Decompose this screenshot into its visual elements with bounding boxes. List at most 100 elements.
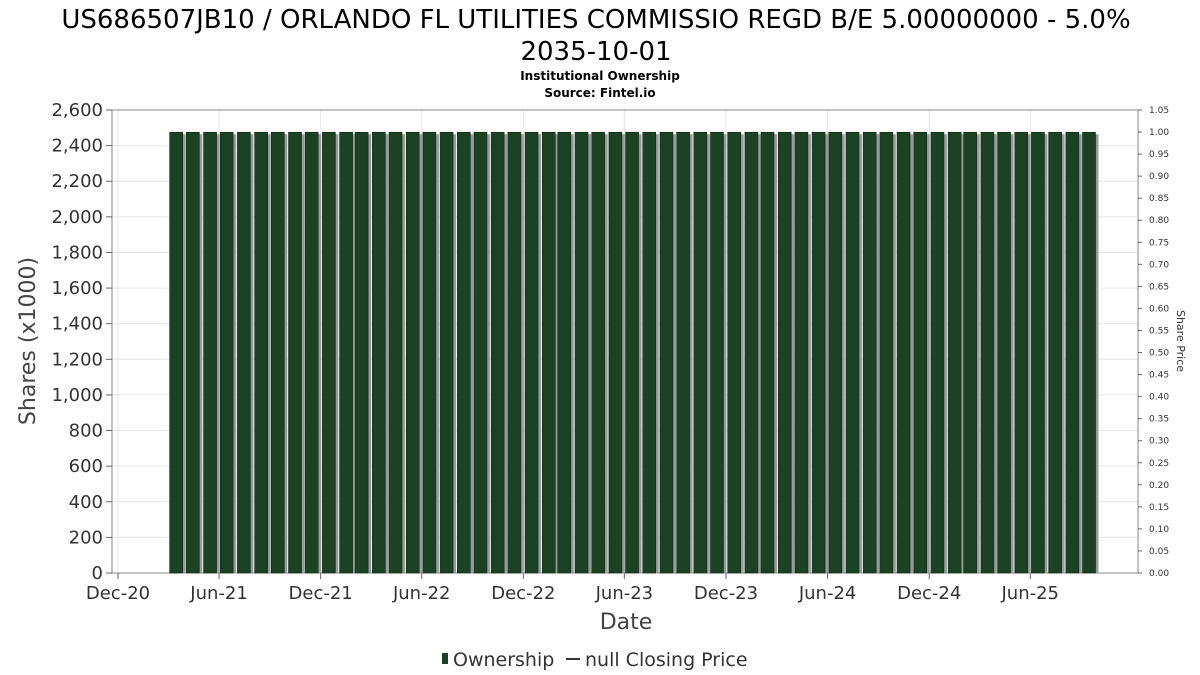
y2-tick-label: 0.95: [1149, 150, 1169, 160]
y-tick-label: 2,600: [51, 100, 103, 121]
ownership-bar: [1031, 131, 1045, 574]
ownership-bar: [354, 131, 369, 574]
x-tick-label: Dec-20: [86, 583, 150, 604]
y-tick-label: 1,200: [51, 349, 103, 370]
ownership-bar: [845, 131, 860, 574]
x-tick-label: Dec-23: [694, 583, 758, 604]
plot-area: [111, 109, 1139, 574]
y-tick-label: 1,600: [51, 278, 103, 299]
ownership-bar: [1014, 131, 1029, 574]
ownership-bar: [203, 131, 217, 574]
ownership-bar: [693, 131, 708, 574]
ownership-bar: [777, 131, 792, 574]
ownership-bar: [507, 131, 522, 574]
ownership-bar: [947, 131, 962, 574]
ownership-bar: [862, 131, 877, 574]
ownership-bar: [439, 131, 454, 574]
x-tick-label: Jun-22: [392, 583, 451, 604]
bars-group: [169, 131, 1099, 574]
x-tick-label: Jun-24: [798, 583, 857, 604]
ownership-bar: [456, 131, 471, 574]
y2-tick-label: 0.35: [1149, 415, 1169, 425]
ownership-bar: [980, 131, 995, 574]
y2-tick-label: 0.90: [1149, 172, 1169, 182]
ownership-bar: [591, 131, 605, 574]
ownership-bar: [1065, 131, 1080, 574]
ownership-bar: [405, 131, 420, 574]
y2-tick-label: 0.50: [1149, 349, 1169, 359]
y2-tick-label: 0.70: [1149, 260, 1169, 270]
ownership-bar: [322, 131, 336, 574]
legend: Ownership null Closing Price: [442, 649, 748, 671]
y2-tick-label: 0.60: [1149, 304, 1169, 314]
ownership-bar: [304, 131, 319, 574]
ownership-bar: [219, 131, 234, 574]
ownership-bar: [490, 131, 505, 574]
ownership-bar: [288, 131, 302, 574]
ownership-bar: [422, 131, 437, 574]
y2-tick-label: 0.10: [1149, 525, 1169, 535]
x-axis-label: Date: [600, 610, 653, 635]
ownership-bar: [237, 131, 251, 574]
ownership-bar: [254, 131, 268, 574]
y-tick-label: 0: [92, 563, 103, 584]
ownership-bar: [388, 131, 403, 574]
y2-tick-label: 0.65: [1149, 282, 1169, 292]
y2-tick-label: 1.00: [1149, 128, 1169, 138]
y-tick-label: 400: [69, 492, 103, 513]
y2-axis-ticks: 0.00 0.05 0.10 0.15 0.20 0.25 0.30 0.35 0.40 0.45…: [1138, 106, 1169, 579]
y2-tick-label: 1.05: [1149, 106, 1169, 116]
y-tick-label: 600: [69, 456, 103, 477]
ownership-bar: [169, 131, 183, 574]
ownership-bar: [541, 131, 556, 574]
ownership-bar: [879, 131, 894, 574]
ownership-bar: [676, 131, 690, 574]
ownership-bar: [524, 131, 539, 574]
y2-tick-label: 0.30: [1149, 437, 1169, 447]
y-axis-label: Shares (x1000): [16, 257, 41, 425]
y2-axis-label: Share Price: [1174, 310, 1187, 372]
x-axis-ticks: Dec-20 Jun-21 Dec-21 Jun-22 Dec-22 Jun-23 Dec-…: [86, 573, 1059, 604]
ownership-bar: [997, 131, 1011, 574]
ownership-bar: [1048, 131, 1062, 574]
y-tick-label: 2,400: [51, 136, 103, 157]
ownership-bar: [372, 131, 386, 574]
y-tick-label: 2,200: [51, 171, 103, 192]
ownership-bar: [811, 131, 826, 574]
ownership-bar: [710, 131, 724, 574]
x-tick-label: Dec-24: [897, 583, 961, 604]
ownership-bar: [828, 131, 843, 574]
x-tick-label: Jun-23: [595, 583, 654, 604]
ownership-bar: [794, 131, 809, 574]
ownership-bar: [625, 131, 639, 574]
x-tick-label: Jun-25: [1000, 583, 1059, 604]
y-axis-ticks: 0 200 400 600 800 1,000 1,200 1,400 1,600 1,800 2,…: [51, 100, 112, 584]
x-tick-label: Jun-21: [189, 583, 248, 604]
ownership-bar: [896, 131, 911, 574]
ownership-bar: [744, 131, 759, 574]
y2-tick-label: 0.00: [1149, 569, 1169, 579]
ownership-bar: [963, 131, 977, 574]
y2-tick-label: 0.05: [1149, 547, 1169, 557]
ownership-bar: [1082, 131, 1096, 574]
ownership-bar: [913, 131, 928, 574]
y-tick-label: 1,800: [51, 242, 103, 263]
chart-source: Source: Fintel.io: [544, 86, 655, 100]
chart-subtitle: Institutional Ownership: [520, 69, 680, 83]
y-tick-label: 800: [69, 421, 103, 442]
y2-tick-label: 0.20: [1149, 481, 1169, 491]
y2-tick-label: 0.80: [1149, 216, 1169, 226]
chart-title-line2: 2035-10-01: [520, 37, 671, 67]
y-tick-label: 200: [69, 527, 103, 548]
y-tick-label: 2,000: [51, 207, 103, 228]
ownership-bar: [930, 131, 945, 574]
ownership-bar: [760, 131, 775, 574]
y2-tick-label: 0.40: [1149, 393, 1169, 403]
ownership-bar: [727, 131, 742, 574]
legend-price-label: null Closing Price: [585, 649, 748, 671]
y2-tick-label: 0.45: [1149, 371, 1169, 381]
ownership-bar: [642, 131, 657, 574]
ownership-bar: [608, 131, 623, 574]
y2-tick-label: 0.55: [1149, 326, 1169, 336]
